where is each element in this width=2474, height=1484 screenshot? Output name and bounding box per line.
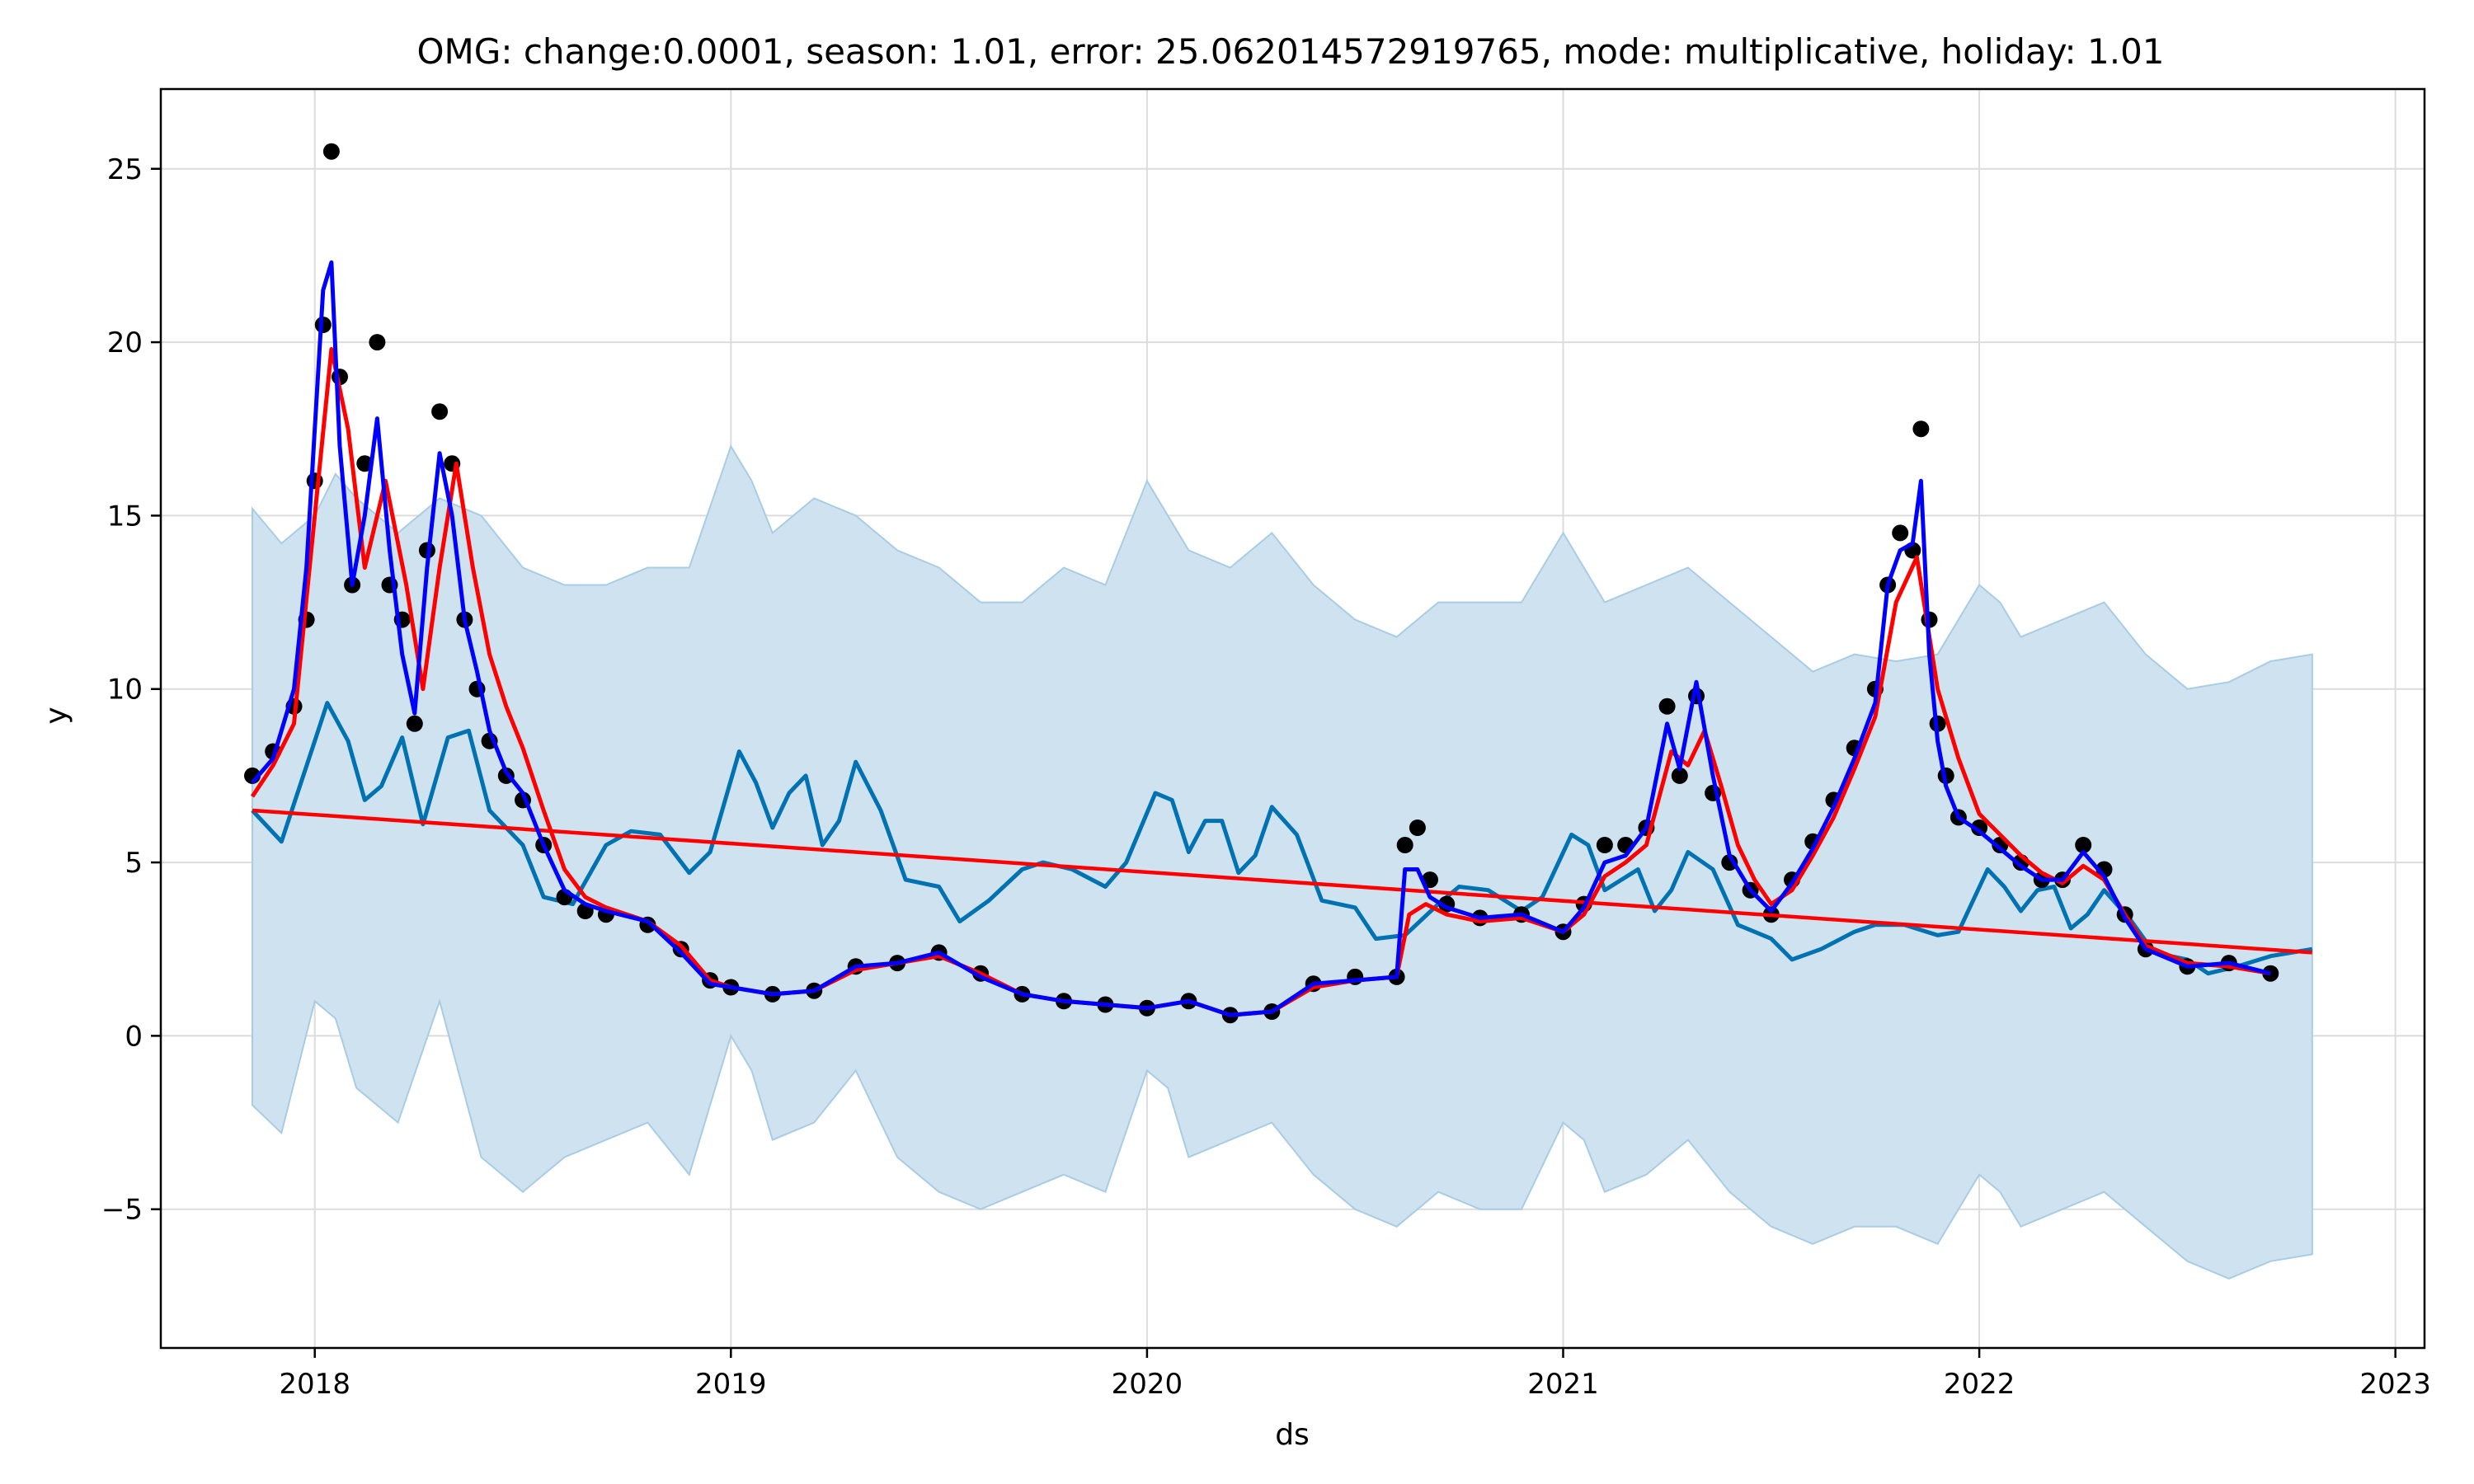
uncertainty-interval xyxy=(252,444,2313,1280)
fit-line xyxy=(251,260,2271,1017)
x-tick-label: 2022 xyxy=(1944,1368,2015,1401)
observed-point xyxy=(1892,524,1909,542)
observed-point xyxy=(1971,819,1988,836)
seasonal-line-layer xyxy=(251,701,2313,976)
x-tick-label: 2020 xyxy=(1112,1368,1183,1401)
y-tick-label: 15 xyxy=(107,500,143,533)
observed-point xyxy=(406,715,423,732)
y-tick-label: 5 xyxy=(125,847,143,880)
x-axis-label: ds xyxy=(1275,1418,1310,1452)
x-tick-label: 2019 xyxy=(695,1368,767,1401)
observed-point xyxy=(2075,837,2092,853)
observed-point xyxy=(431,403,449,420)
chart-title: OMG: change:0.0001, season: 1.01, error:… xyxy=(416,31,2164,72)
y-tick-label: 0 xyxy=(125,1020,143,1053)
seasonal-line xyxy=(251,701,2313,976)
x-tick-label: 2023 xyxy=(2359,1368,2431,1401)
axis-ticks: 2018 2019 2020 2021 2022 2023 −5 0 5 10 15 20 25 xyxy=(101,153,2431,1401)
observed-point xyxy=(1658,697,1676,715)
y-tick-label: 10 xyxy=(107,674,143,707)
y-axis-label: y xyxy=(40,707,73,724)
observed-point xyxy=(1912,420,1930,438)
y-tick-label: −5 xyxy=(101,1194,143,1227)
trend-line xyxy=(252,808,2312,955)
y-tick-label: 20 xyxy=(107,326,143,359)
observed-point xyxy=(1671,767,1688,784)
x-tick-label: 2021 xyxy=(1527,1368,1599,1401)
fit-lines xyxy=(250,260,2312,1017)
observed-point xyxy=(322,143,340,160)
observed-point xyxy=(1721,854,1738,871)
observed-point xyxy=(1396,837,1413,853)
observed-point xyxy=(369,334,386,351)
x-tick-label: 2018 xyxy=(279,1368,350,1401)
axes-frame xyxy=(159,87,2426,1350)
y-tick-label: 25 xyxy=(107,153,143,186)
observed-point xyxy=(1409,819,1426,836)
uncertainty-band xyxy=(252,444,2313,1280)
observed-point xyxy=(1596,837,1613,853)
